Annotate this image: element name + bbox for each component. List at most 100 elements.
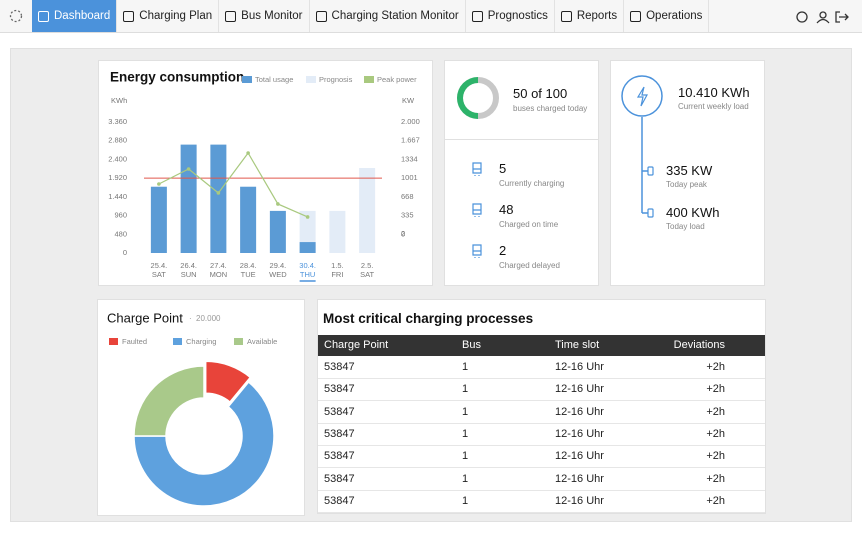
energy-chart: Energy consumption KWh KW 3.360 2.880 2.40…: [108, 70, 420, 282]
divider: [445, 139, 598, 140]
x-tick-day: WED: [269, 270, 287, 279]
status-label: Charged on time: [499, 220, 559, 229]
x-tick-label: 1.5.: [331, 261, 344, 270]
bar: [210, 144, 227, 253]
x-tick-label: 26.4.: [180, 261, 197, 270]
row-divider: [318, 489, 765, 491]
table-cell: 53847: [324, 427, 355, 440]
load-value: 400 KWh: [666, 205, 720, 220]
table-cell: 53847: [324, 361, 355, 373]
table-cell: 12-16 Uhr: [555, 450, 604, 463]
y-tick-label: 3.360: [108, 117, 127, 126]
table-cell: 12-16 Uhr: [555, 472, 604, 485]
donut-slice: [133, 381, 275, 507]
x-tick-day: TUE: [241, 270, 256, 279]
chart-title: Charge Point: [107, 310, 183, 325]
bar: [359, 168, 376, 253]
x-tick-day: SAT: [152, 270, 166, 279]
charge-point-card: Charge Point · 20.000 Faulted Charging Ava…: [97, 299, 305, 516]
nav-item[interactable]: Operations: [624, 0, 710, 32]
table-cell: +2h: [706, 427, 725, 440]
load-tree: [621, 75, 663, 218]
nav-label: Operations: [646, 10, 703, 22]
legend-label: Prognosis: [319, 75, 353, 84]
x-tick-day: THU: [300, 270, 315, 279]
table-cell: 12-16 Uhr: [555, 494, 604, 507]
legend-swatch: [306, 76, 316, 83]
nav-label: Prognostics: [487, 10, 548, 22]
y2-tick-label: 1.667: [401, 136, 420, 145]
table-cell: +2h: [706, 494, 725, 507]
bar: [269, 210, 286, 253]
bus-icon: [472, 203, 482, 217]
row-divider: [318, 400, 765, 402]
nav-item[interactable]: Reports: [555, 0, 625, 32]
status-label: Charged delayed: [499, 261, 560, 270]
nav-item[interactable]: Charging Plan: [117, 0, 220, 32]
table-cell: 1: [462, 450, 469, 463]
bar: [150, 186, 167, 253]
line-point: [186, 167, 191, 171]
y2-axis-label: KW: [402, 96, 415, 105]
status-label: Currently charging: [499, 179, 565, 188]
table-cell: 53847: [324, 450, 355, 463]
nav-icon: [123, 10, 135, 22]
x-tick-day: FRI: [331, 270, 343, 279]
progress-arc: [457, 77, 478, 119]
nav-item[interactable]: Prognostics: [466, 0, 555, 32]
bar: [240, 186, 257, 253]
legend-label: Charging: [186, 337, 216, 346]
y-tick-label: 1.920: [108, 173, 127, 182]
x-tick-day: SAT: [360, 270, 374, 279]
nav-icon: [630, 10, 642, 22]
column-header: Deviations: [673, 339, 725, 351]
line-point: [305, 215, 310, 219]
nav-label: Charging Plan: [139, 10, 213, 22]
status-value: 5: [499, 161, 507, 176]
bus-icon: [472, 244, 482, 258]
row-divider: [318, 467, 765, 469]
line-point: [246, 151, 250, 155]
bus-icon: [472, 162, 482, 176]
table-cell: +2h: [706, 472, 725, 485]
y2-tick-label: 0: [401, 229, 405, 238]
legend-label: Faulted: [122, 337, 147, 346]
table-cell: 53847: [324, 494, 355, 507]
progress-label: 50 of 100: [513, 86, 568, 101]
table-cell: 1: [462, 427, 469, 440]
nav-icon: [560, 10, 572, 22]
row-divider: [318, 422, 765, 424]
legend-swatch: [109, 338, 118, 345]
x-tick-label: 27.4.: [210, 261, 227, 270]
nav-icon: [38, 10, 49, 22]
nav-label: Bus Monitor: [241, 10, 303, 22]
x-tick-label: 28.4.: [240, 261, 257, 270]
nav-icon: [225, 10, 237, 22]
energy-card: Energy consumption KWh KW 3.360 2.880 2.40…: [98, 60, 433, 286]
nav-item[interactable]: Bus Monitor: [219, 0, 310, 32]
nav-icon: [315, 10, 327, 22]
table-cell: +2h: [706, 383, 725, 396]
line-point: [216, 191, 221, 195]
donut-slice: [133, 365, 205, 437]
status-value: 48: [499, 202, 514, 217]
progress-ring: [457, 77, 499, 119]
legend-swatch: [242, 76, 252, 83]
y2-tick-label: 1334: [401, 154, 418, 163]
x-tick-label: 25.4.: [151, 261, 168, 270]
nav-item[interactable]: Charging Station Monitor: [310, 0, 466, 32]
table-cell: +2h: [706, 361, 725, 373]
table-cell: 1: [462, 472, 469, 485]
bus-shape: [472, 203, 482, 217]
row-divider: [318, 511, 765, 513]
nav-item[interactable]: Dashboard: [32, 0, 118, 32]
bar: [180, 144, 197, 253]
y2-tick-label: 668: [401, 192, 414, 201]
load-label: Today peak: [666, 180, 707, 189]
y2-tick-label: 335: [401, 210, 414, 219]
nav-items: Dashboard Charging Plan Bus Monitor Chargin…: [32, 0, 710, 32]
user-icons[interactable]: [795, 10, 855, 24]
line-point: [276, 202, 280, 206]
legend-label: Total usage: [255, 75, 293, 84]
table-cell: 1: [462, 361, 469, 373]
